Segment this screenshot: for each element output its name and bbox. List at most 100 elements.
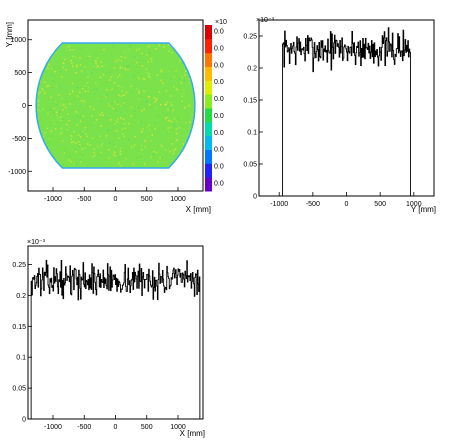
heatmap-cell bbox=[61, 132, 63, 134]
heatmap-cell bbox=[61, 118, 64, 120]
heatmap-cell bbox=[183, 79, 185, 82]
colorbar-segment bbox=[205, 94, 212, 109]
heatmap-cell bbox=[80, 70, 83, 72]
heatmap-cell bbox=[60, 127, 63, 129]
heatmap-cell bbox=[145, 100, 148, 103]
heatmap-cell bbox=[158, 44, 161, 46]
heatmap-cell bbox=[117, 59, 120, 61]
y-tick-label: 0.05 bbox=[12, 386, 26, 393]
heatmap-cell bbox=[124, 43, 126, 45]
heatmap-cell bbox=[93, 151, 95, 154]
heatmap-cell bbox=[79, 91, 81, 94]
heatmap-cell bbox=[99, 76, 102, 78]
heatmap-cell bbox=[60, 71, 62, 73]
heatmap-cell bbox=[80, 133, 83, 135]
heatmap-cell bbox=[173, 86, 175, 88]
y-tick-label: 0.1 bbox=[247, 130, 257, 137]
heatmap-cell bbox=[79, 144, 81, 146]
heatmap-cell bbox=[70, 135, 72, 137]
heatmap-cell bbox=[103, 48, 105, 51]
heatmap-cell bbox=[153, 97, 155, 99]
heatmap-cell bbox=[42, 136, 45, 138]
heatmap-cell bbox=[154, 107, 157, 110]
heatmap-cell bbox=[84, 127, 87, 129]
heatmap-cell bbox=[142, 128, 144, 130]
heatmap-cell bbox=[59, 103, 61, 105]
heatmap-cell bbox=[169, 120, 171, 122]
heatmap-cell bbox=[79, 159, 81, 161]
heatmap-cell bbox=[77, 141, 80, 143]
heatmap-cell bbox=[81, 94, 84, 96]
heatmap-y-axis-label: Y [mm] bbox=[5, 22, 14, 47]
heatmap-cell bbox=[120, 56, 122, 58]
heatmap-cell bbox=[180, 82, 183, 84]
heatmap-cell bbox=[130, 85, 132, 87]
heatmap-cell bbox=[115, 120, 118, 122]
heatmap-cell bbox=[150, 139, 153, 142]
colorbar-tick-label: 0.0 bbox=[214, 45, 224, 52]
heatmap-cell bbox=[108, 103, 110, 105]
heatmap-cell bbox=[174, 123, 176, 125]
heatmap-cell bbox=[58, 90, 60, 92]
heatmap-cell bbox=[123, 123, 126, 125]
heatmap-cell bbox=[124, 69, 127, 71]
heatmap-cell bbox=[175, 63, 177, 65]
heatmap-cell bbox=[100, 61, 102, 63]
heatmap-cell bbox=[100, 151, 102, 154]
x-projection-exponent: ×10⁻³ bbox=[27, 239, 46, 246]
heatmap-cell bbox=[70, 60, 72, 62]
heatmap-cell bbox=[171, 82, 173, 84]
heatmap-cell bbox=[107, 129, 109, 131]
colorbar-segment bbox=[205, 108, 212, 123]
heatmap-cell bbox=[67, 106, 70, 108]
heatmap-cell bbox=[143, 78, 146, 80]
heatmap-cell bbox=[165, 104, 167, 106]
heatmap-cell bbox=[93, 60, 96, 62]
x-projection-panel: ×10⁻³ -1000 -500 0 500 1000 00.050.10.150.20… bbox=[12, 239, 205, 438]
heatmap-cell bbox=[76, 86, 79, 89]
heatmap-cell bbox=[56, 111, 58, 113]
y-projection-y-ticks: 0 0.05 0.1 0.15 0.2 0.25 bbox=[243, 34, 263, 201]
heatmap-cell bbox=[165, 117, 167, 120]
colorbar-segment bbox=[205, 163, 212, 178]
heatmap-cell bbox=[149, 52, 151, 54]
heatmap-cell bbox=[71, 141, 73, 143]
heatmap-cell bbox=[93, 148, 95, 150]
heatmap-cell bbox=[81, 131, 83, 133]
heatmap-cell bbox=[59, 86, 61, 88]
heatmap-cell bbox=[119, 105, 122, 107]
heatmap-cell bbox=[96, 57, 99, 60]
heatmap-cell bbox=[39, 80, 42, 82]
heatmap-cell bbox=[154, 101, 156, 103]
heatmap-cell bbox=[160, 69, 162, 71]
y-tick-label: 0.05 bbox=[243, 162, 257, 169]
heatmap-cell bbox=[111, 106, 113, 108]
heatmap-cell bbox=[92, 156, 95, 158]
heatmap-cell bbox=[124, 127, 127, 129]
y-tick-label: 0 bbox=[253, 194, 257, 201]
heatmap-cell bbox=[139, 166, 142, 168]
heatmap-cell bbox=[87, 76, 89, 78]
x-tick-label: -1000 bbox=[270, 201, 288, 208]
heatmap-cell bbox=[116, 76, 119, 78]
heatmap-cell bbox=[111, 88, 113, 90]
heatmap-cell bbox=[79, 104, 81, 106]
x-projection-series bbox=[30, 259, 201, 419]
x-tick-label: 0 bbox=[114, 196, 118, 203]
heatmap-cell bbox=[54, 101, 57, 103]
heatmap-cell bbox=[68, 45, 70, 48]
heatmap-cell bbox=[127, 48, 129, 51]
heatmap-cell bbox=[130, 115, 132, 117]
heatmap-cell bbox=[189, 103, 191, 106]
heatmap-cell bbox=[83, 100, 85, 103]
heatmap-cell bbox=[91, 156, 94, 158]
heatmap-cell bbox=[75, 162, 77, 165]
heatmap-cell bbox=[135, 61, 138, 64]
heatmap-cell bbox=[71, 82, 74, 85]
heatmap-cell bbox=[93, 52, 95, 55]
y-tick-label: 500 bbox=[14, 70, 26, 77]
heatmap-cell bbox=[69, 103, 71, 105]
heatmap-cell bbox=[121, 90, 123, 92]
colorbar-tick-label: 0.0 bbox=[214, 113, 224, 120]
colorbar-exponent: ×10 bbox=[215, 19, 227, 26]
